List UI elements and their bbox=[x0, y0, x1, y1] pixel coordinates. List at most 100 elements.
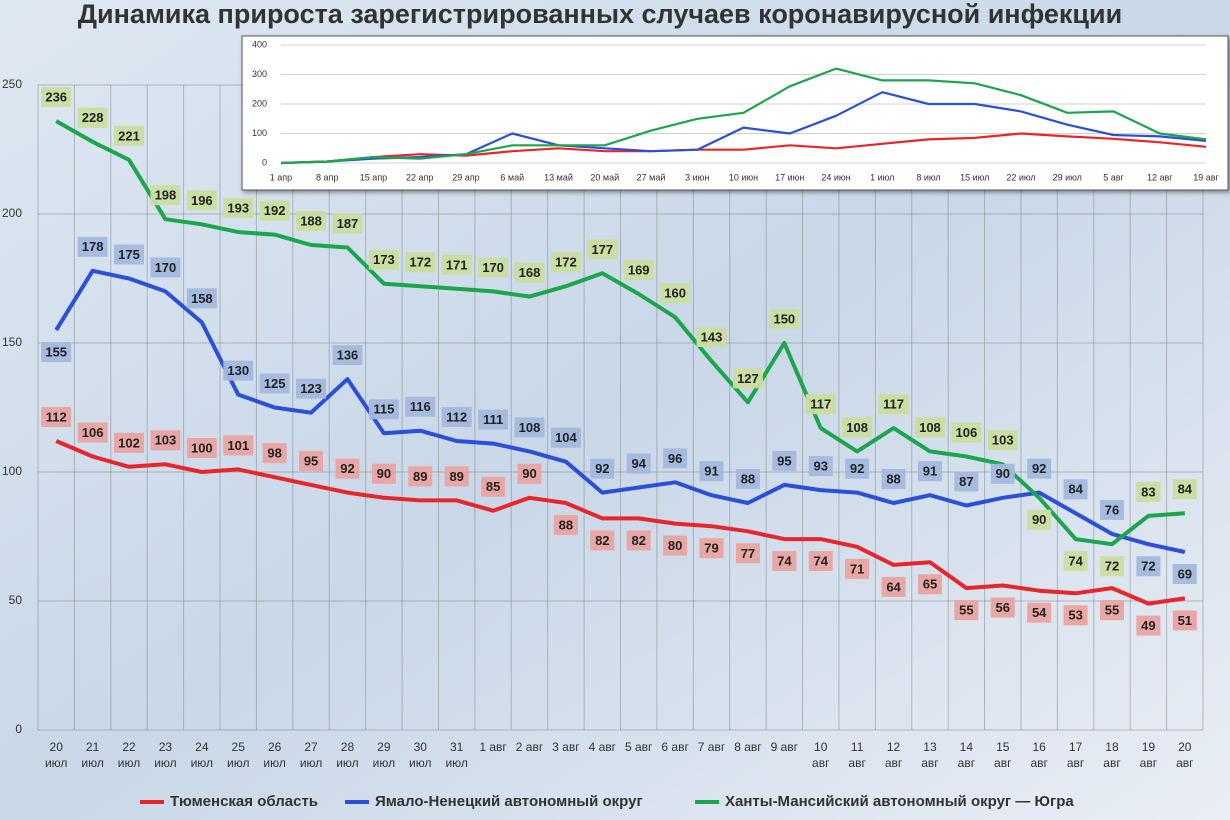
series-line bbox=[55, 119, 1185, 547]
value-label-box bbox=[1172, 563, 1197, 584]
main-chart: 0 50 100 150 200 250 20 июл 21 июл 22 июл 23 июл 24 июл… bbox=[2, 77, 1204, 770]
value-label-box bbox=[954, 600, 979, 621]
value-label-box bbox=[150, 430, 181, 451]
value-label-box bbox=[405, 252, 436, 273]
value-label-box bbox=[845, 458, 870, 479]
x-tick-label: 2 авг bbox=[516, 740, 544, 754]
value-label-box bbox=[259, 200, 290, 221]
series-line bbox=[54, 268, 1186, 554]
value-label: 92 bbox=[1032, 461, 1046, 476]
value-label-box bbox=[772, 450, 797, 471]
series-line bbox=[280, 132, 1207, 165]
value-label-box bbox=[77, 107, 108, 128]
x-tick-label: 8 июл bbox=[916, 172, 940, 182]
value-label-box bbox=[917, 574, 942, 595]
value-label: 102 bbox=[118, 435, 140, 450]
value-label-box bbox=[332, 345, 363, 366]
value-label: 88 bbox=[886, 471, 900, 486]
value-label-box bbox=[808, 551, 833, 572]
value-label: 155 bbox=[45, 345, 67, 360]
series-line bbox=[55, 439, 1186, 606]
value-label-box bbox=[842, 417, 873, 438]
value-label-box bbox=[990, 597, 1015, 618]
value-label-box bbox=[626, 453, 651, 474]
value-label: 88 bbox=[741, 471, 755, 486]
y-tick-label: 200 bbox=[252, 98, 267, 108]
y-tick-label: 100 bbox=[252, 128, 267, 138]
x-tick-label: 11 авг bbox=[848, 740, 866, 770]
value-label-box bbox=[478, 409, 509, 430]
x-tick-label: 22 июл bbox=[1006, 172, 1035, 182]
y-tick-label: 150 bbox=[2, 335, 22, 349]
value-label: 221 bbox=[118, 128, 140, 143]
value-label: 100 bbox=[191, 440, 213, 455]
x-tick-label: 14 авг bbox=[958, 740, 976, 770]
x-tick-label: 18 авг bbox=[1103, 740, 1121, 770]
x-tick-label: 25 июл bbox=[227, 740, 249, 770]
value-label: 93 bbox=[814, 458, 828, 473]
value-label: 79 bbox=[704, 541, 718, 556]
x-tick-label: 8 апр bbox=[316, 172, 338, 182]
value-label: 171 bbox=[446, 257, 468, 272]
value-label-box bbox=[296, 210, 327, 231]
value-label-box bbox=[550, 427, 581, 448]
value-label: 177 bbox=[591, 242, 613, 257]
value-label: 172 bbox=[409, 255, 431, 270]
value-label: 90 bbox=[377, 466, 391, 481]
value-label: 98 bbox=[267, 446, 281, 461]
value-label-box bbox=[1063, 605, 1088, 626]
value-label: 72 bbox=[1105, 559, 1119, 574]
value-label: 90 bbox=[1032, 512, 1046, 527]
x-tick-label: 22 июл bbox=[118, 740, 140, 770]
value-label-box bbox=[769, 309, 800, 329]
value-label: 198 bbox=[155, 188, 177, 203]
value-label: 106 bbox=[956, 425, 978, 440]
x-tick-label: 21 июл bbox=[81, 740, 103, 770]
value-label-box bbox=[1027, 602, 1052, 623]
value-label-box bbox=[517, 463, 542, 484]
x-tick-label: 16 авг bbox=[1030, 740, 1048, 770]
value-label: 55 bbox=[1105, 603, 1119, 618]
value-label-box bbox=[514, 417, 545, 438]
value-label-box bbox=[951, 422, 982, 443]
value-label-box bbox=[114, 125, 145, 146]
value-label: 127 bbox=[737, 371, 759, 386]
value-label: 84 bbox=[1068, 482, 1083, 497]
value-label-box bbox=[150, 185, 181, 206]
value-label-box bbox=[223, 198, 254, 219]
value-label: 74 bbox=[814, 554, 829, 569]
value-label-box bbox=[114, 432, 145, 453]
value-label-box bbox=[299, 450, 324, 471]
value-label: 188 bbox=[300, 213, 322, 228]
value-label: 74 bbox=[1068, 554, 1083, 569]
x-tick-label: 22 апр bbox=[406, 172, 433, 182]
value-label-box bbox=[335, 458, 360, 479]
x-tick-label: 12 авг bbox=[885, 740, 903, 770]
x-tick-label: 27 май bbox=[637, 172, 666, 182]
value-label-box bbox=[150, 257, 181, 278]
value-label-box bbox=[368, 249, 399, 270]
value-label: 91 bbox=[704, 464, 718, 479]
x-tick-label: 29 апр bbox=[452, 172, 479, 182]
value-label: 76 bbox=[1105, 502, 1119, 517]
chart-title: Динамика прироста зарегистрированных слу… bbox=[78, 0, 1122, 29]
value-label: 92 bbox=[595, 461, 609, 476]
value-label-box bbox=[917, 461, 942, 482]
value-label-box bbox=[699, 538, 724, 559]
value-label-box bbox=[1136, 615, 1161, 636]
value-label: 95 bbox=[304, 453, 318, 468]
x-tick-label: 26 июл bbox=[263, 740, 285, 770]
value-label: 87 bbox=[959, 474, 973, 489]
x-tick-label: 31 июл bbox=[445, 740, 467, 770]
value-label: 90 bbox=[522, 466, 536, 481]
value-label-box bbox=[408, 466, 433, 487]
x-tick-label: 17 июн bbox=[775, 172, 804, 182]
value-label: 96 bbox=[668, 451, 682, 466]
value-label: 83 bbox=[1141, 484, 1155, 499]
x-tick-label: 20 май bbox=[590, 172, 619, 182]
value-label: 80 bbox=[668, 538, 682, 553]
value-label-box bbox=[990, 463, 1015, 484]
value-label: 56 bbox=[996, 600, 1010, 615]
value-label-box bbox=[735, 468, 760, 489]
